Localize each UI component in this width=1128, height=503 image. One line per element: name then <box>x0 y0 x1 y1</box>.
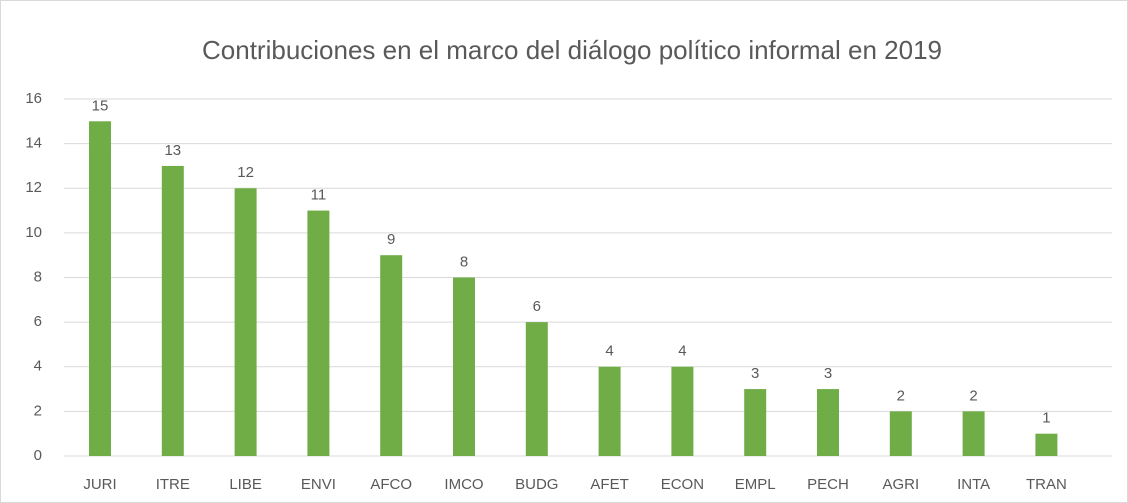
y-tick-label: 12 <box>25 179 42 196</box>
bar <box>380 255 403 456</box>
x-tick-label: EMPL <box>735 476 776 493</box>
y-tick-label: 16 <box>25 90 42 107</box>
bar <box>962 411 985 456</box>
x-tick-label: LIBE <box>229 476 262 493</box>
y-tick-label: 0 <box>34 447 42 464</box>
y-tick-label: 14 <box>25 135 42 152</box>
y-tick-label: 10 <box>25 224 42 241</box>
x-tick-label: AFCO <box>370 476 412 493</box>
x-tick-label: IMCO <box>444 476 483 493</box>
y-tick-label: 8 <box>34 268 42 285</box>
bar <box>161 165 184 456</box>
chart-title: Contribuciones en el marco del diálogo p… <box>202 35 942 65</box>
data-label: 13 <box>164 142 181 159</box>
data-label: 9 <box>387 231 395 248</box>
bar <box>307 210 330 456</box>
bar <box>525 322 548 456</box>
bar <box>671 366 694 456</box>
x-tick-label: JURI <box>83 476 116 493</box>
x-tick-label: PECH <box>807 476 849 493</box>
bar <box>234 188 257 456</box>
x-tick-label: BUDG <box>515 476 558 493</box>
data-label: 1 <box>1042 410 1050 427</box>
bar <box>453 277 475 456</box>
x-tick-label: AFET <box>590 476 628 493</box>
bar <box>817 389 839 456</box>
bar <box>1035 433 1058 456</box>
data-label: 2 <box>969 387 977 404</box>
data-label: 3 <box>751 365 759 382</box>
x-tick-label: TRAN <box>1026 476 1067 493</box>
data-label: 2 <box>897 387 905 404</box>
bar <box>598 366 621 456</box>
x-tick-label: ENVI <box>301 476 336 493</box>
data-label: 4 <box>605 343 613 360</box>
bar <box>89 121 111 456</box>
data-label: 6 <box>533 298 541 315</box>
bar <box>889 411 912 456</box>
y-tick-label: 6 <box>34 313 42 330</box>
x-tick-label: ECON <box>661 476 704 493</box>
data-label: 4 <box>678 343 686 360</box>
y-tick-label: 4 <box>34 358 42 375</box>
data-label: 8 <box>460 253 468 270</box>
y-tick-label: 2 <box>34 402 42 419</box>
x-tick-label: AGRI <box>882 476 919 493</box>
x-tick-label: ITRE <box>156 476 190 493</box>
data-label: 11 <box>311 187 327 204</box>
data-label: 15 <box>92 97 109 114</box>
bar <box>744 389 767 456</box>
data-label: 3 <box>824 365 832 382</box>
data-label: 12 <box>237 164 254 181</box>
x-tick-label: INTA <box>957 476 990 493</box>
